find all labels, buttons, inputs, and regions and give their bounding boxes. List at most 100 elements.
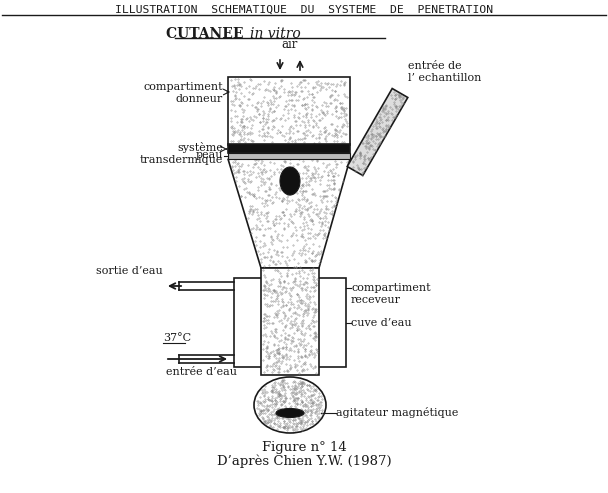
Point bbox=[267, 368, 277, 376]
Point bbox=[308, 217, 317, 225]
Text: sortie d’eau: sortie d’eau bbox=[96, 266, 163, 276]
Point bbox=[261, 214, 271, 222]
Point bbox=[299, 379, 309, 387]
Point bbox=[355, 149, 365, 157]
Point bbox=[288, 270, 297, 278]
Point bbox=[263, 413, 272, 421]
Point bbox=[227, 162, 237, 170]
Point bbox=[309, 322, 319, 330]
Point bbox=[282, 379, 292, 387]
Point bbox=[289, 91, 299, 99]
Point bbox=[271, 394, 280, 402]
Point bbox=[391, 102, 401, 109]
Point bbox=[228, 137, 238, 144]
Point bbox=[290, 360, 300, 368]
Point bbox=[269, 236, 278, 244]
Point bbox=[280, 195, 289, 203]
Point bbox=[286, 295, 295, 303]
Point bbox=[297, 330, 306, 338]
Point bbox=[275, 381, 285, 389]
Point bbox=[292, 421, 302, 428]
Point bbox=[342, 130, 351, 138]
Point bbox=[284, 417, 294, 425]
Point bbox=[246, 225, 255, 233]
Point bbox=[313, 164, 323, 172]
Text: CUTANEE: CUTANEE bbox=[165, 27, 248, 41]
Point bbox=[253, 401, 263, 409]
Point bbox=[340, 92, 350, 100]
Point bbox=[351, 167, 361, 175]
Point bbox=[287, 423, 297, 431]
Point bbox=[319, 83, 328, 91]
Point bbox=[264, 245, 274, 253]
Point bbox=[297, 392, 306, 400]
Point bbox=[265, 423, 275, 430]
Point bbox=[302, 385, 312, 393]
Point bbox=[395, 96, 405, 104]
Point bbox=[320, 111, 330, 119]
Point bbox=[292, 310, 302, 318]
Point bbox=[267, 329, 277, 337]
Point bbox=[290, 223, 300, 231]
Point bbox=[297, 378, 306, 386]
Point bbox=[296, 251, 306, 259]
Point bbox=[280, 102, 290, 109]
Point bbox=[266, 179, 275, 187]
Point bbox=[268, 301, 277, 309]
Point bbox=[227, 163, 237, 171]
Point bbox=[310, 332, 320, 340]
Point bbox=[237, 98, 246, 106]
Point bbox=[288, 279, 298, 286]
Point bbox=[244, 208, 254, 215]
Point bbox=[291, 263, 300, 271]
Point bbox=[294, 345, 303, 352]
Point bbox=[266, 417, 276, 424]
Point bbox=[331, 160, 341, 168]
Point bbox=[258, 331, 268, 339]
Point bbox=[303, 204, 313, 212]
Point bbox=[309, 353, 319, 361]
Point bbox=[269, 314, 278, 321]
Point bbox=[313, 77, 323, 85]
Point bbox=[266, 410, 275, 418]
Point bbox=[291, 426, 300, 434]
Point bbox=[296, 390, 306, 398]
Point bbox=[362, 136, 371, 144]
Point bbox=[381, 102, 391, 110]
Point bbox=[288, 309, 297, 317]
Point bbox=[294, 303, 304, 311]
Point bbox=[238, 112, 248, 120]
Point bbox=[278, 243, 288, 251]
Point bbox=[278, 326, 288, 334]
Point bbox=[289, 395, 299, 403]
Point bbox=[336, 77, 345, 85]
Point bbox=[262, 412, 272, 420]
Point bbox=[319, 124, 329, 132]
Point bbox=[272, 289, 282, 297]
Point bbox=[366, 134, 376, 142]
Point bbox=[273, 417, 283, 425]
Point bbox=[305, 387, 315, 395]
Point bbox=[283, 114, 293, 122]
Point bbox=[252, 100, 262, 107]
Point bbox=[299, 386, 308, 394]
Point bbox=[257, 200, 267, 208]
Point bbox=[259, 385, 269, 393]
Point bbox=[249, 192, 259, 200]
Point bbox=[299, 193, 308, 201]
Point bbox=[277, 184, 286, 192]
Point bbox=[285, 403, 295, 411]
Point bbox=[381, 121, 391, 129]
Point bbox=[373, 119, 382, 127]
Point bbox=[295, 121, 305, 129]
Point bbox=[283, 222, 293, 230]
Point bbox=[300, 408, 310, 416]
Point bbox=[260, 286, 269, 294]
Point bbox=[313, 250, 322, 258]
Point bbox=[258, 125, 268, 133]
Point bbox=[286, 190, 295, 198]
Point bbox=[302, 113, 311, 121]
Point bbox=[274, 404, 284, 412]
Point bbox=[230, 127, 240, 135]
Point bbox=[340, 79, 350, 87]
